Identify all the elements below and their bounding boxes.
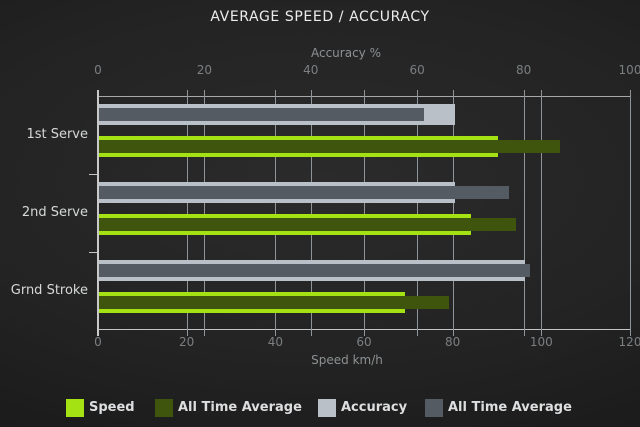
tick-label-bottom-0: 0 [94,335,102,349]
bar-all-time-average-speed-2nd-serve [99,218,516,231]
bar-all-time-average-speed-1st-serve [99,140,561,153]
bar-all-time-average-accuracy-grnd-stroke [99,264,530,277]
gridline-top-40 [310,90,312,336]
tick-label-top-0: 0 [94,63,102,77]
plot-area [97,90,631,336]
y-axis-line [97,90,99,336]
legend-label: Speed [89,400,135,415]
tick-label-bottom-120: 120 [618,335,640,349]
gridline-bottom-120 [630,90,631,336]
legend-label: Accuracy [341,400,408,415]
legend-swatch-speed [66,399,84,417]
legend-label: All Time Average [178,400,302,415]
gridline-bottom-40 [275,90,277,336]
tick-label-bottom-40: 40 [267,335,283,349]
gridline-bottom-20 [186,90,188,336]
legend-label: All Time Average [448,400,572,415]
gridline-bottom-100 [541,90,543,336]
tick-label-top-20: 20 [196,63,213,77]
gridline-top-80 [523,90,525,336]
tick-label-bottom-80: 80 [445,335,461,349]
category-label-1st-serve: 1st Serve [26,127,88,142]
category-tick [89,174,98,175]
category-label-2nd-serve: 2nd Serve [21,205,88,220]
tick-label-bottom-100: 100 [529,335,553,349]
tick-label-bottom-20: 20 [179,335,195,349]
legend-swatch-all-time-average [155,399,173,417]
bar-all-time-average-accuracy-2nd-serve [99,186,509,199]
gridline-bottom-60 [364,90,365,336]
legend-swatch-accuracy [318,399,336,417]
legend-swatch-all-time-average [425,399,443,417]
category-tick [89,252,98,253]
chart-title: AVERAGE SPEED / ACCURACY [210,9,430,25]
tick-label-top-100: 100 [618,63,640,77]
tick-label-bottom-60: 60 [356,335,372,349]
tick-label-top-40: 40 [303,63,319,77]
tick-label-top-60: 60 [409,63,425,77]
top-axis-title: Accuracy % [310,46,382,60]
category-label-grnd-stroke: Grnd Stroke [10,283,88,298]
gridline-bottom-80 [452,90,454,336]
gridline-top-60 [417,90,419,336]
bar-all-time-average-accuracy-1st-serve [99,108,424,121]
tick-label-top-80: 80 [515,63,532,77]
bar-all-time-average-speed-grnd-stroke [99,296,450,309]
gridline-top-20 [204,90,206,336]
bottom-axis-title: Speed km/h [311,353,383,367]
